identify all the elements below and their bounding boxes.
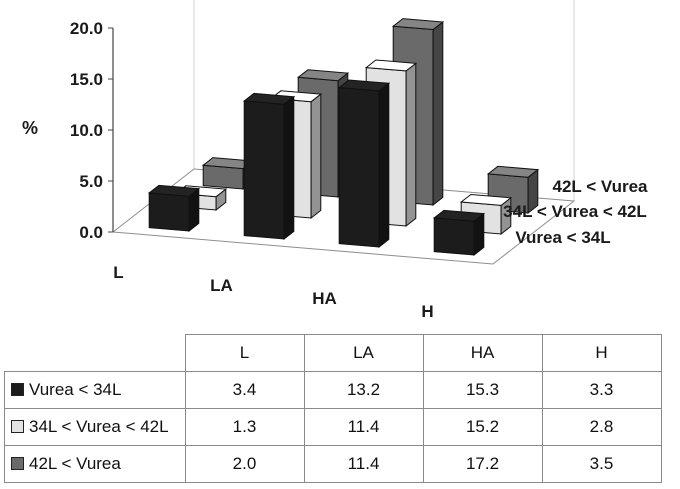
series-depth-label-2: 34L < Vurea < 42L	[503, 202, 647, 221]
row-label: 34L < Vurea < 42L	[29, 417, 169, 436]
category-label-h: H	[421, 302, 433, 321]
bar-side-face	[310, 93, 322, 220]
y-axis-unit: %	[22, 118, 38, 138]
table-cell: 2.0	[184, 445, 305, 483]
bar-top-face	[147, 184, 201, 197]
col-header: HA	[422, 334, 543, 372]
col-header: LA	[303, 334, 424, 372]
table-cell: 13.2	[303, 371, 424, 409]
table-header-row: L LA HA H	[4, 334, 662, 372]
legend-key-series-1	[11, 383, 24, 396]
category-label-l: L	[113, 263, 123, 282]
row-label: Vurea < 34L	[29, 380, 122, 399]
table-cell: 17.2	[422, 445, 543, 483]
y-tick-label: 5.0	[79, 172, 103, 191]
legend-key-series-3	[11, 457, 24, 470]
bar-top-face	[364, 59, 418, 72]
legend-key-series-2	[11, 420, 24, 433]
data-table: L LA HA H Vurea < 34L 3.4 13.2 15.3 3.3 …	[4, 334, 662, 483]
col-header: H	[541, 334, 662, 372]
row-label: 42L < Vurea	[29, 454, 121, 473]
category-label-ha: HA	[312, 289, 337, 308]
bar-top-face	[242, 92, 296, 105]
table-cell: 2.8	[541, 408, 662, 446]
series-depth-label-3: 42L < Vurea	[553, 177, 649, 196]
y-tick-label: 10.0	[70, 121, 103, 140]
bar-top-face	[391, 18, 445, 31]
bar-front-face	[148, 192, 190, 232]
bar-side-face	[283, 95, 295, 241]
table-cell: 15.2	[422, 408, 543, 446]
table-row: 42L < Vurea 2.0 11.4 17.2 3.5	[4, 445, 662, 483]
table-cell: 11.4	[303, 445, 424, 483]
y-tick-label: 20.0	[70, 19, 103, 38]
table-row: 34L < Vurea < 42L 1.3 11.4 15.2 2.8	[4, 408, 662, 446]
table-cell: 1.3	[184, 408, 305, 446]
y-tick-label: 15.0	[70, 70, 103, 89]
bar-top-face	[459, 193, 513, 206]
table-cell: 15.3	[422, 371, 543, 409]
series-depth-label-1: Vurea < 34L	[515, 228, 610, 247]
bar-front-face	[433, 217, 475, 256]
bar-l-series-1	[147, 184, 201, 233]
table-cell: 3.3	[541, 371, 662, 409]
bar-top-face	[486, 165, 540, 178]
bar-side-face	[432, 20, 444, 207]
row-header: Vurea < 34L	[4, 371, 186, 409]
bar-side-face	[378, 82, 390, 249]
table-cell: 11.4	[303, 408, 424, 446]
bar-la-series-1	[242, 92, 296, 241]
bar-top-face	[337, 79, 391, 92]
bar-h-series-1	[432, 209, 486, 257]
bar-top-face	[432, 209, 486, 222]
bar-front-face	[202, 164, 244, 190]
bar-ha-series-1	[337, 79, 391, 249]
table-row: Vurea < 34L 3.4 13.2 15.3 3.3	[4, 371, 662, 409]
chart-3d-bar: 0.0 5.0 10.0 15.0 20.0% L LA HA H Vurea < 34L 34L …	[22, 0, 649, 321]
bar-front-face	[338, 86, 380, 248]
row-header: 42L < Vurea	[4, 445, 186, 483]
table-cell: 3.5	[541, 445, 662, 483]
bar-front-face	[243, 100, 285, 240]
row-header: 34L < Vurea < 42L	[4, 408, 186, 446]
y-tick-label: 0.0	[79, 223, 103, 242]
col-header: L	[184, 334, 305, 372]
table-corner	[4, 334, 186, 372]
category-label-la: LA	[210, 276, 233, 295]
table-cell: 3.4	[184, 371, 305, 409]
bar-top-face	[296, 69, 350, 82]
bar-side-face	[405, 62, 417, 228]
